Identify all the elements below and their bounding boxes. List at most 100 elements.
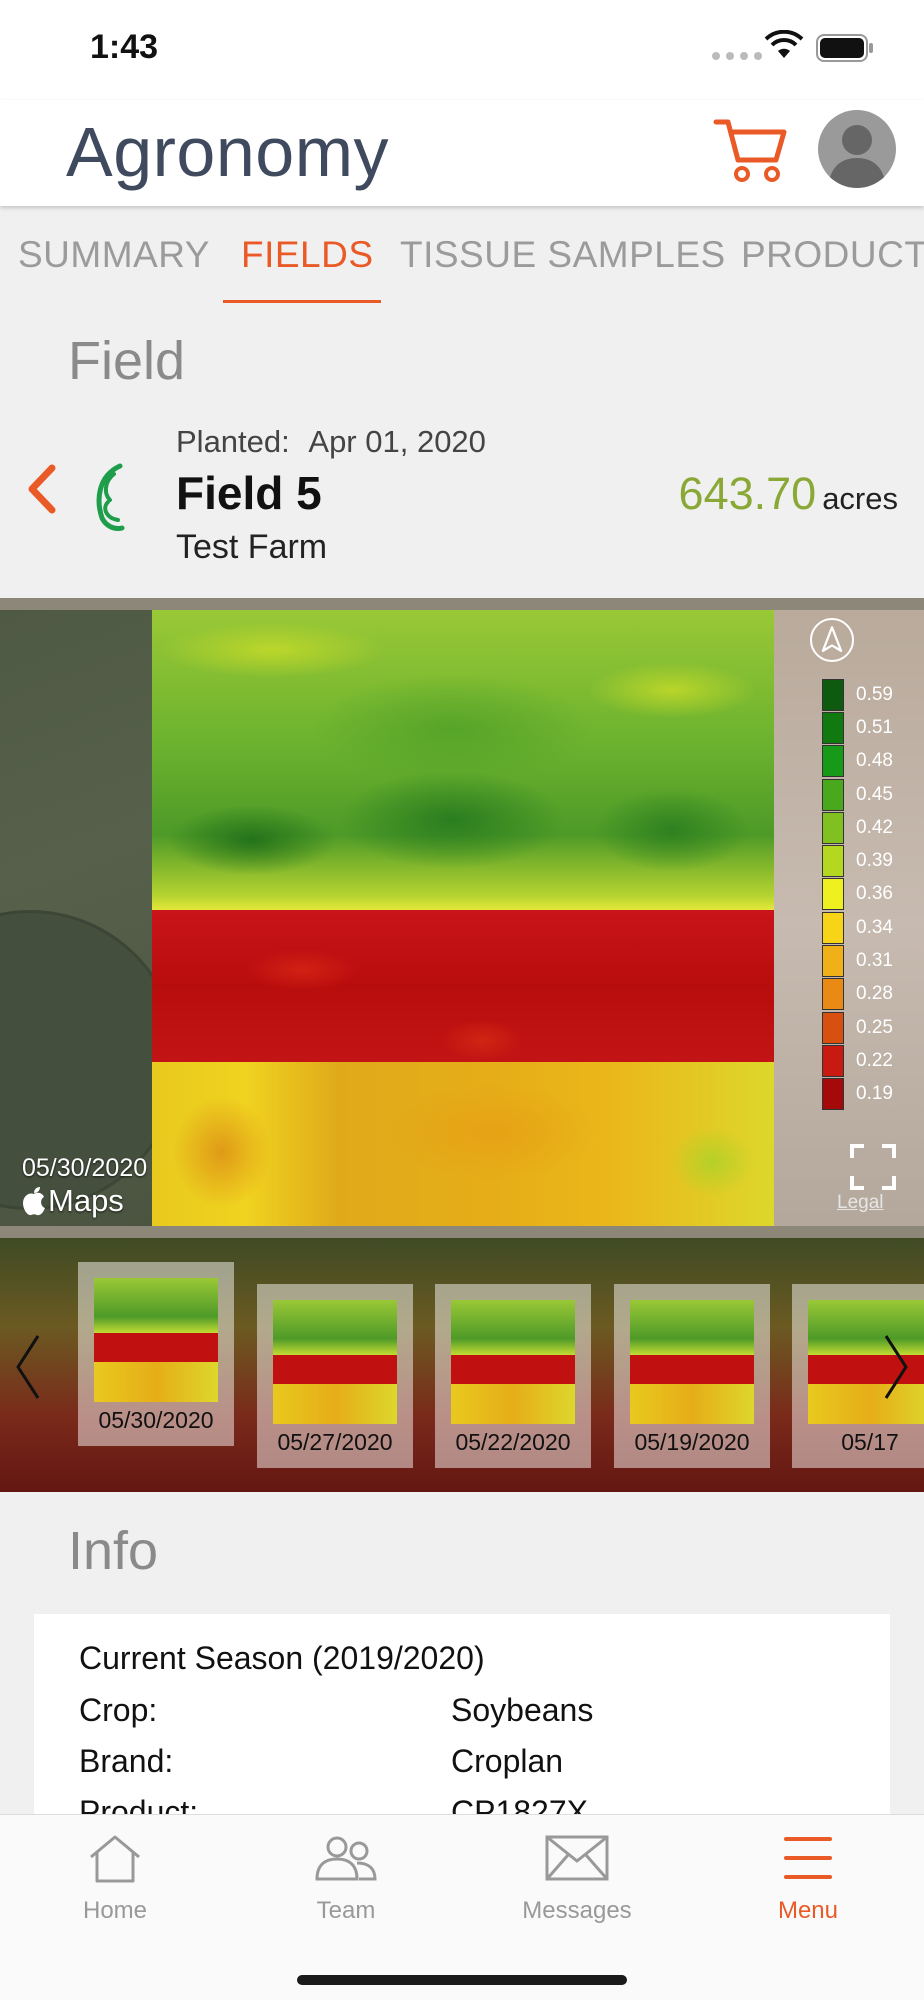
fullscreen-icon[interactable]	[848, 1142, 898, 1192]
thumbnail-date: 05/17	[841, 1429, 899, 1455]
legal-link[interactable]: Legal	[837, 1192, 884, 1213]
apple-maps-logo: Maps	[22, 1183, 124, 1219]
thumbnail-date: 05/30/2020	[98, 1407, 214, 1433]
thumbnail-image	[273, 1300, 397, 1424]
legend-swatch	[822, 811, 844, 844]
legend-row: 0.39	[822, 844, 893, 878]
brand-label: Brand:	[79, 1743, 174, 1779]
legend-label: 0.19	[856, 1083, 893, 1105]
legend-swatch	[822, 911, 844, 944]
season-title: Current Season (2019/2020)	[79, 1640, 485, 1676]
nav-home[interactable]: Home	[15, 1815, 215, 1935]
acres-unit: acres	[822, 481, 898, 516]
map-road	[0, 598, 924, 610]
legend-label: 0.36	[856, 883, 893, 905]
legend-swatch	[822, 778, 844, 811]
field-name: Field 5	[176, 467, 322, 519]
avatar[interactable]	[818, 110, 896, 188]
planted-label: Planted:	[176, 424, 290, 459]
tab-summary[interactable]: SUMMARY	[18, 234, 210, 275]
imagery-thumbnail[interactable]: 05/27/2020	[257, 1284, 413, 1468]
info-card: Current Season (2019/2020) Crop: Soybean…	[34, 1614, 890, 1830]
field-map[interactable]: 0.59 0.51 0.48 0.45 0.42 0.39 0.36 0.34 0.31 0.28…	[0, 598, 924, 1238]
imagery-thumbnail[interactable]: 05/19/2020	[614, 1284, 770, 1468]
legend-row: 0.45	[822, 778, 893, 811]
imagery-thumbnail[interactable]: 05/30/2020	[78, 1262, 234, 1446]
nav-messages-label: Messages	[522, 1897, 632, 1924]
legend-swatch	[822, 945, 844, 978]
legend-row: 0.22	[822, 1044, 893, 1077]
legend-row: 0.28	[822, 978, 893, 1011]
crop-label: Crop:	[79, 1692, 158, 1728]
legend-label: 0.34	[856, 916, 893, 938]
app-title: Agronomy	[66, 113, 390, 191]
legend-label: 0.48	[856, 750, 893, 772]
imagery-thumbnail-strip: 05/30/2020 05/27/2020 05/22/2020 05/19/2020…	[0, 1238, 924, 1492]
soybean-leaf-icon	[96, 463, 125, 531]
tab-fields[interactable]: FIELDS	[241, 234, 374, 275]
chevron-right-icon[interactable]	[882, 1332, 912, 1402]
crop-value: Soybeans	[451, 1692, 594, 1728]
nav-menu-label: Menu	[777, 1897, 839, 1924]
nav-menu[interactable]: Menu	[708, 1815, 908, 1935]
imagery-thumbnail[interactable]: 05/22/2020	[435, 1284, 591, 1468]
status-time: 1:43	[90, 28, 159, 66]
legend-row: 0.34	[822, 911, 893, 944]
home-icon	[90, 1835, 140, 1883]
chevron-left-icon[interactable]	[12, 1332, 42, 1402]
legend-swatch	[822, 878, 844, 911]
field-acres: 643.70 acres	[679, 468, 898, 520]
acres-value: 643.70	[678, 468, 817, 519]
app-header: Agronomy	[0, 100, 924, 206]
field-section-title: Field	[68, 331, 186, 391]
planted-date: Apr 01, 2020	[308, 424, 486, 459]
maps-label: Maps	[48, 1183, 124, 1218]
legend-swatch	[822, 711, 844, 744]
envelope-icon	[545, 1835, 609, 1881]
legend-row: 0.19	[822, 1078, 893, 1111]
legend-row: 0.25	[822, 1011, 893, 1044]
legend-label: 0.51	[856, 716, 893, 738]
tab-products[interactable]: PRODUCTS	[741, 234, 924, 275]
ndvi-zone-high	[152, 610, 774, 910]
battery-icon	[816, 34, 873, 62]
legend-swatch	[822, 1044, 844, 1077]
active-tab-indicator	[223, 300, 381, 303]
legend-row: 0.36	[822, 878, 893, 911]
map-satellite-left	[0, 610, 180, 1238]
ndvi-overlay	[152, 610, 774, 1226]
farm-name: Test Farm	[176, 528, 328, 566]
menu-icon	[784, 1837, 832, 1879]
team-icon	[315, 1836, 377, 1881]
planted-row: Planted: Apr 01, 2020	[176, 424, 486, 460]
status-bar: 1:43	[0, 0, 924, 100]
shopping-cart-icon[interactable]	[712, 114, 788, 186]
signal-icon	[712, 52, 762, 60]
imagery-thumbnail[interactable]: 05/17	[792, 1284, 924, 1468]
map-satellite-right	[774, 610, 924, 1238]
info-section-title: Info	[68, 1521, 159, 1581]
thumbnail-date: 05/27/2020	[277, 1429, 393, 1455]
legend-label: 0.42	[856, 816, 893, 838]
legend-swatch	[822, 1078, 844, 1111]
nav-home-label: Home	[82, 1897, 148, 1924]
thumbnail-image	[451, 1300, 575, 1424]
ndvi-legend: 0.59 0.51 0.48 0.45 0.42 0.39 0.36 0.34 0.31 0.28…	[822, 678, 893, 1111]
legend-label: 0.45	[856, 783, 893, 805]
back-chevron-icon[interactable]	[24, 464, 58, 514]
compass-icon[interactable]	[810, 618, 854, 662]
thumbnail-image	[94, 1278, 218, 1402]
field-header: Planted: Apr 01, 2020 Field 5 Test Farm …	[0, 410, 924, 580]
thumbnail-date: 05/22/2020	[455, 1429, 571, 1455]
nav-team[interactable]: Team	[246, 1815, 446, 1935]
legend-label: 0.28	[856, 983, 893, 1005]
legend-label: 0.25	[856, 1016, 893, 1038]
wifi-icon	[764, 30, 804, 58]
legend-row: 0.31	[822, 944, 893, 978]
ndvi-zone-low	[152, 910, 774, 1062]
legend-swatch	[822, 678, 844, 711]
nav-messages[interactable]: Messages	[477, 1815, 677, 1935]
tab-tissue-samples[interactable]: TISSUE SAMPLES	[400, 234, 726, 275]
legend-label: 0.59	[856, 683, 893, 705]
legend-label: 0.39	[856, 850, 893, 872]
